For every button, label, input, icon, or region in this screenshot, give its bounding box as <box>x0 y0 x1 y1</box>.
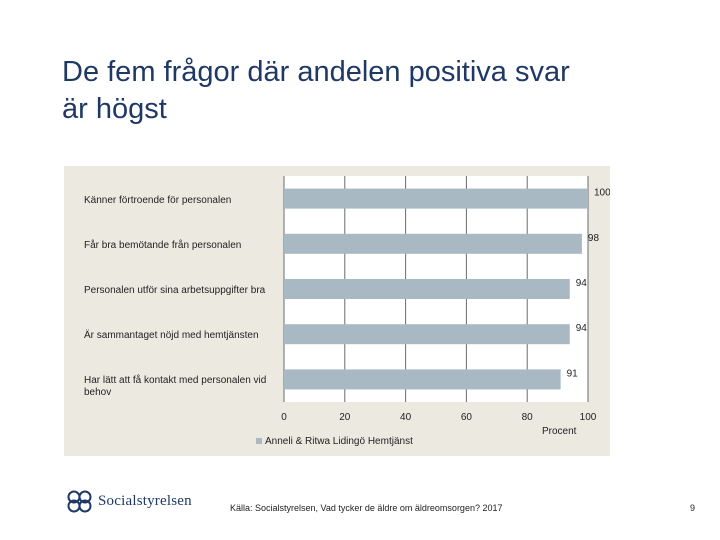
x-tick-label: 60 <box>461 412 473 423</box>
bar <box>284 233 582 254</box>
logo-text: Socialstyrelsen <box>98 492 192 509</box>
x-tick-label: 80 <box>522 412 534 423</box>
x-tick-label: 20 <box>339 412 351 423</box>
data-label: 94 <box>576 323 588 334</box>
category-label: Personalen utför sina arbetsuppgifter br… <box>84 285 266 296</box>
bar <box>284 188 588 209</box>
legend-swatch <box>256 438 262 444</box>
x-tick-label: 100 <box>580 412 597 423</box>
x-tick-label: 0 <box>281 412 287 423</box>
bar <box>284 324 570 345</box>
data-label: 94 <box>576 278 588 289</box>
category-label: Har lätt att få kontakt med personalen v… <box>84 375 267 399</box>
source-note: Källa: Socialstyrelsen, Vad tycker de äl… <box>230 503 503 513</box>
page-number: 9 <box>690 503 696 513</box>
data-label: 91 <box>567 368 579 379</box>
data-label: 100 <box>594 188 610 199</box>
category-label: Är sammantaget nöjd med hemtjänsten <box>84 330 259 342</box>
chart-panel: 0 20 40 60 80 100 100 98 94 94 91 Procent Anneli & R… <box>64 166 610 456</box>
slide-title: De fem frågor där andelen positiva svar … <box>62 56 570 125</box>
category-label: Känner förtroende för personalen <box>84 194 232 206</box>
bar-chart: 0 20 40 60 80 100 100 98 94 94 91 Procent Anneli & R… <box>256 176 610 447</box>
bar <box>284 369 561 390</box>
x-axis-title: Procent <box>542 426 577 437</box>
socialstyrelsen-logo: Socialstyrelsen <box>66 488 192 514</box>
legend-label: Anneli & Ritwa Lidingö Hemtjänst <box>265 436 413 447</box>
category-label: Får bra bemötande från personalen <box>84 239 242 251</box>
logo-emblem-icon <box>67 490 92 513</box>
data-label: 98 <box>588 233 600 244</box>
x-tick-label: 40 <box>400 412 412 423</box>
bar <box>284 279 570 299</box>
